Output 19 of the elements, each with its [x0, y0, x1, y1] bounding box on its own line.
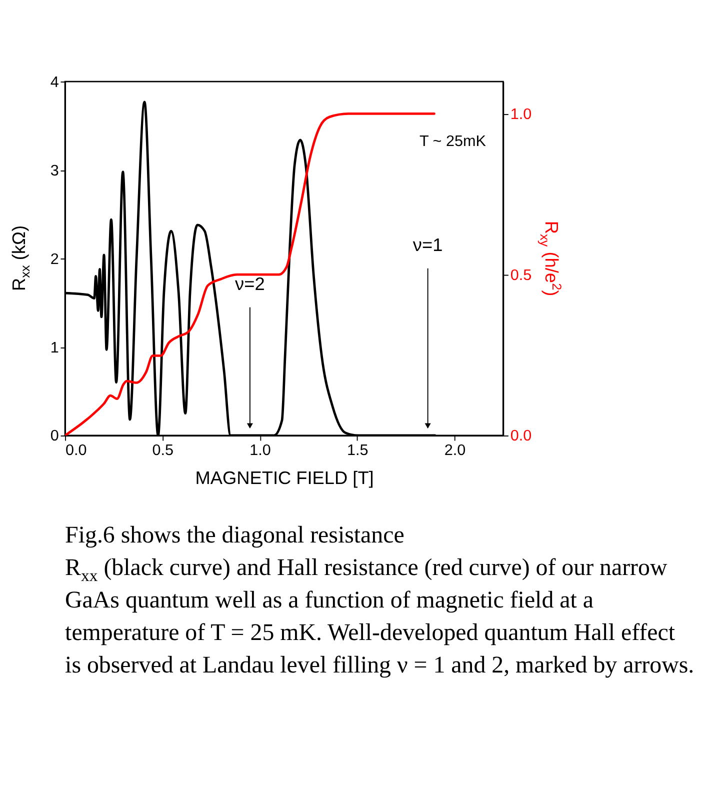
annotation: ν=1 — [412, 235, 443, 256]
y2-tick-label: 0.0 — [510, 428, 532, 445]
annotation: T ~ 25mK — [419, 132, 487, 150]
annotation: ν=2 — [235, 274, 265, 294]
x-tick-label: 2.0 — [444, 442, 466, 460]
x-axis-title: MAGNETIC FIELD [T] — [195, 468, 374, 488]
x-tick-label: 0.0 — [66, 442, 87, 460]
y2-tick-label: 0.5 — [510, 266, 532, 284]
x-tick-label: 1.5 — [346, 442, 368, 460]
x-tick-label: 0.5 — [152, 442, 174, 460]
y-tick-label: 1 — [50, 339, 59, 356]
y2-axis-title: Rxy (h/e2) — [538, 220, 565, 296]
x-tick-label: 1.0 — [250, 442, 271, 460]
y-tick-label: 3 — [50, 162, 59, 180]
y-tick-label: 2 — [50, 250, 59, 268]
y2-tick-label: 1.0 — [510, 106, 532, 123]
y-axis-title: Rxx (kΩ) — [8, 225, 32, 292]
y-tick-label: 4 — [50, 74, 60, 91]
y-tick-label: 0 — [50, 428, 59, 445]
